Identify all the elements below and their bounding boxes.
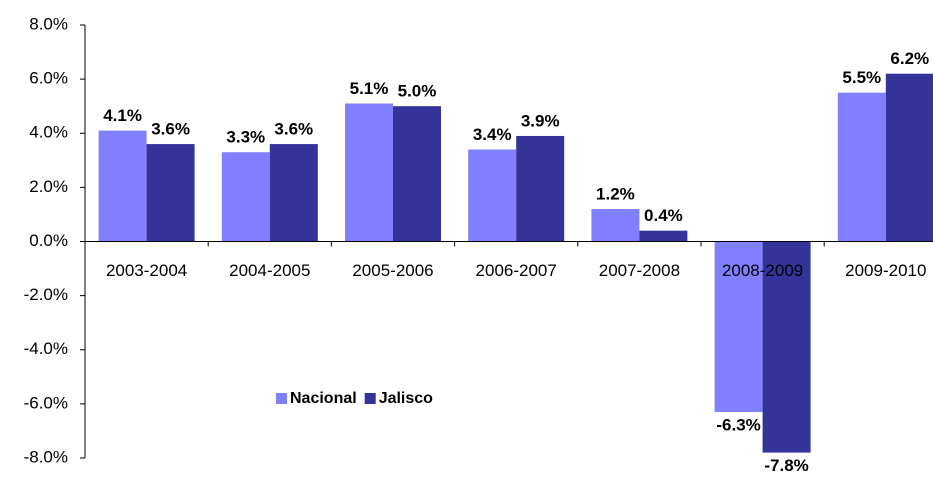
x-tick-label: 2003-2004 bbox=[106, 261, 187, 280]
bar bbox=[714, 241, 763, 412]
value-label: 3.6% bbox=[274, 120, 313, 139]
y-tick-label: -8.0% bbox=[24, 447, 68, 466]
value-label: 1.2% bbox=[596, 185, 635, 204]
y-tick-label: 4.0% bbox=[29, 123, 68, 142]
y-tick-label: 2.0% bbox=[29, 177, 68, 196]
value-label: 5.0% bbox=[398, 82, 437, 101]
x-tick-label: 2006-2007 bbox=[476, 261, 557, 280]
y-tick-label: 0.0% bbox=[29, 231, 68, 250]
value-label: 0.4% bbox=[644, 206, 683, 225]
value-label: 5.1% bbox=[350, 79, 389, 98]
bar bbox=[762, 241, 811, 453]
bar bbox=[885, 73, 933, 242]
x-tick-label: 2007-2008 bbox=[599, 261, 680, 280]
bar bbox=[393, 106, 441, 242]
x-tick-label: 2009-2010 bbox=[845, 261, 926, 280]
legend-swatch bbox=[364, 393, 376, 404]
y-tick-label: 8.0% bbox=[29, 14, 68, 33]
value-label: 3.3% bbox=[226, 128, 265, 147]
x-tick-label: 2008-2009 bbox=[722, 261, 803, 280]
legend-swatch bbox=[276, 393, 287, 404]
value-label: 4.1% bbox=[103, 106, 142, 125]
bar bbox=[468, 149, 517, 242]
value-label: 3.9% bbox=[521, 111, 560, 130]
value-label: 3.4% bbox=[473, 125, 512, 144]
bar bbox=[837, 92, 886, 242]
legend-label: Jalisco bbox=[379, 390, 433, 407]
value-label: 5.5% bbox=[842, 68, 881, 87]
bar bbox=[639, 230, 688, 242]
bar bbox=[269, 144, 318, 242]
y-tick-label: 6.0% bbox=[29, 69, 68, 88]
bar bbox=[221, 152, 270, 242]
bar bbox=[516, 135, 565, 242]
bar bbox=[591, 209, 640, 242]
value-label: 3.6% bbox=[151, 120, 190, 139]
y-tick-label: -2.0% bbox=[24, 285, 68, 304]
y-tick-label: -4.0% bbox=[24, 339, 68, 358]
value-label: -6.3% bbox=[716, 415, 760, 434]
bar bbox=[146, 144, 195, 242]
value-label: -7.8% bbox=[764, 456, 808, 475]
legend-label: Nacional bbox=[290, 390, 357, 407]
y-tick-label: -6.0% bbox=[24, 393, 68, 412]
value-label: 6.2% bbox=[890, 49, 929, 68]
x-tick-label: 2005-2006 bbox=[352, 261, 433, 280]
bar bbox=[345, 103, 393, 242]
bar bbox=[98, 130, 147, 242]
x-tick-label: 2004-2005 bbox=[229, 261, 310, 280]
